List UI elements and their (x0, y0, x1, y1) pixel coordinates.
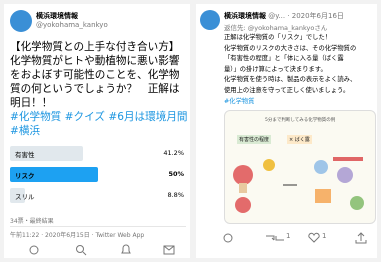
text-line: をおよぼす可能性のことを、化学物 (10, 68, 188, 82)
text-line: 質の何というでしょうか？ 正解は (10, 82, 188, 96)
tweet-text: 【化学物質との上手な付き合い方】化学物質がヒトや動植物に悪い影響をおよぼす可能性… (10, 40, 188, 138)
handle[interactable]: @y... (268, 12, 285, 20)
text-line: 化学物質がヒトや動植物に悪い影響 (10, 54, 188, 68)
like-count: 1 (322, 232, 326, 240)
poll: 有害性 41.2% リスク 50% スリル 8.8% (10, 146, 186, 212)
timestamp: 午前11:22 · 2020年6月15日 · Twitter Web App (10, 230, 144, 239)
poll-percent: 50% (168, 170, 184, 178)
avatar[interactable] (200, 10, 220, 30)
retweet-icon[interactable] (266, 236, 284, 240)
text-line: 正解は化学物質の「リスク」でした！ (224, 33, 356, 44)
reply-to: 返信先: @yokohama_kankyoさん (224, 22, 327, 32)
header: 横浜環境情報 @y... · 2020年6月16日 (224, 11, 344, 21)
text-line: 【化学物質との上手な付き合い方】 (10, 40, 188, 54)
reply-icon[interactable] (30, 246, 38, 254)
poll-option: 有害性 (15, 149, 35, 159)
notification-icon[interactable] (122, 245, 130, 253)
hashtag-line: #横浜 (10, 124, 188, 138)
image-illustration (225, 145, 375, 223)
poll-option: スリル (15, 191, 35, 201)
image-caption: 5分まで判断してみる化学物質の例 (265, 117, 335, 123)
reply-icon[interactable] (224, 234, 232, 242)
poll-percent: 8.8% (167, 191, 184, 199)
date: · 2020年6月16日 (287, 12, 344, 20)
tweet-right: 横浜環境情報 @y... · 2020年6月16日 返信先: @yokohama… (196, 4, 377, 258)
handle[interactable]: @yokohama_kankyo (36, 21, 108, 29)
hashtag-line: #化学物質 #クイズ #6月は環境月間 (10, 110, 188, 124)
account-name[interactable]: 横浜環境情報 (36, 11, 78, 21)
share-icon[interactable] (356, 233, 366, 243)
text-line: 「有害性の程度」と「体に入る量（ばく露 (224, 54, 356, 65)
retweet-count: 1 (286, 232, 290, 240)
page: 横浜環境情報 @yokohama_kankyo 【化学物質との上手な付き合い方】… (0, 0, 381, 262)
text-line: 明日！！ (10, 96, 188, 110)
hashtag[interactable]: #化学物質 (224, 96, 254, 105)
avatar[interactable] (10, 10, 32, 32)
text-line: 化学物質を使う時は、製品の表示をよく読み、 (224, 75, 356, 86)
text-line: 化学物質のリスクの大きさは、その化学物質の (224, 44, 356, 55)
poll-summary: 34票・最終結果 (10, 216, 54, 225)
poll-option: リスク (15, 170, 35, 180)
text-line: 量）」の掛け算によって決まります。 (224, 65, 356, 76)
image-label: 有害性の程度 (237, 135, 271, 144)
poll-percent: 41.2% (163, 149, 184, 157)
tweet-text: 正解は化学物質の「リスク」でした！化学物質のリスクの大きさは、その化学物質の「有… (224, 33, 356, 96)
text-line: 使用上の注意を守って正しく使いましょう。 (224, 86, 356, 97)
account-name[interactable]: 横浜環境情報 (224, 12, 266, 20)
attached-image[interactable]: 5分まで判断してみる化学物質の例 有害性の程度 × ばく露 (224, 110, 376, 224)
search-icon[interactable] (77, 246, 84, 253)
action-bar (4, 242, 190, 258)
tweet-left: 横浜環境情報 @yokohama_kankyo 【化学物質との上手な付き合い方】… (4, 4, 190, 258)
like-icon[interactable] (309, 233, 319, 242)
image-label: × ばく露 (287, 135, 312, 144)
